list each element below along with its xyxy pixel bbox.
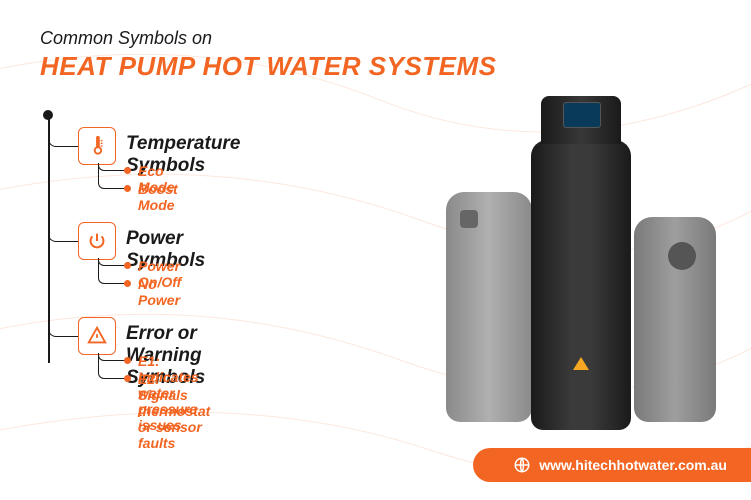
- water-heater-left: [446, 192, 532, 422]
- water-heater-right: [634, 217, 716, 422]
- globe-icon: [513, 456, 531, 474]
- sub-branch-line: [98, 258, 126, 284]
- sub-branch-line: [98, 353, 126, 379]
- sub-branch-line: [98, 163, 126, 189]
- bullet-dot-icon: [124, 280, 131, 287]
- category-item: No Power: [138, 276, 180, 308]
- footer-url-pill: www.hitechhotwater.com.au: [473, 448, 751, 482]
- bullet-dot-icon: [124, 185, 131, 192]
- warning-icon: [78, 317, 116, 355]
- category-item: Boost Mode: [138, 181, 178, 213]
- warning-triangle-icon: [573, 357, 589, 370]
- bullet-dot-icon: [124, 375, 131, 382]
- power-icon: [78, 222, 116, 260]
- branch-line: [48, 125, 78, 147]
- subtitle-text: Common Symbols on: [40, 28, 496, 49]
- main-title: HEAT PUMP HOT WATER SYSTEMS: [40, 51, 496, 82]
- branch-line: [48, 220, 78, 242]
- footer-url-text: www.hitechhotwater.com.au: [539, 457, 727, 473]
- branch-line: [48, 315, 78, 337]
- control-panel-icon: [460, 210, 478, 228]
- category-item: E2: Signals thermostat or sensor faults: [138, 371, 210, 451]
- product-illustration: [441, 100, 721, 430]
- water-heater-center: [531, 140, 631, 430]
- thermometer-icon: [78, 127, 116, 165]
- heat-pump-head: [541, 96, 621, 144]
- brand-badge-icon: [668, 242, 696, 270]
